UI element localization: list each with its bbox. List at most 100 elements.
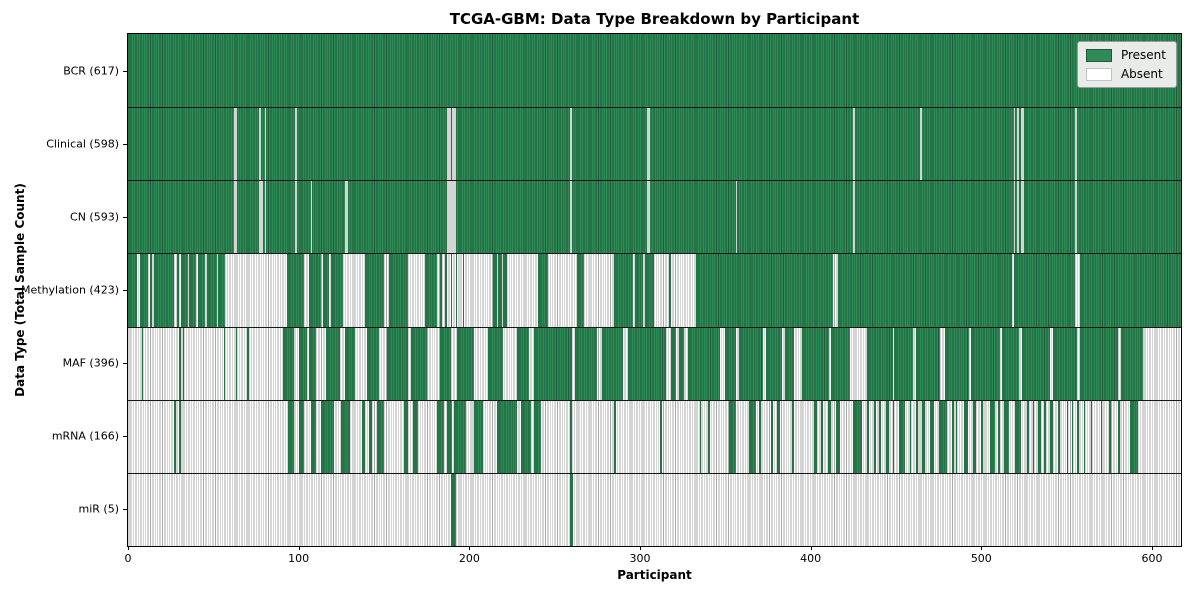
present-segment	[827, 399, 832, 473]
heatmap-row-mRNA	[128, 399, 1181, 473]
present-segment	[645, 253, 654, 327]
present-segment	[283, 326, 294, 400]
present-segment	[447, 399, 453, 473]
absent-segment	[646, 107, 649, 181]
x-tick-mark	[981, 546, 983, 550]
absent-segment	[1075, 180, 1077, 254]
present-segment	[413, 399, 419, 473]
present-segment	[218, 253, 226, 327]
row-separator	[128, 326, 1181, 328]
present-segment	[614, 399, 617, 473]
present-segment	[916, 326, 941, 400]
present-segment	[759, 399, 762, 473]
absent-segment	[1013, 180, 1016, 254]
present-segment	[866, 326, 893, 400]
present-segment	[802, 326, 830, 400]
present-segment	[1080, 253, 1181, 327]
present-segment	[496, 399, 518, 473]
y-tick-label-MAF: MAF (396)	[62, 356, 119, 370]
present-segment	[776, 399, 780, 473]
present-segment	[836, 399, 840, 473]
present-segment	[725, 326, 736, 400]
present-segment	[669, 253, 671, 327]
absent-segment	[264, 180, 267, 254]
present-segment	[404, 399, 408, 473]
present-segment	[930, 399, 934, 473]
present-segment	[424, 253, 437, 327]
present-segment	[952, 399, 954, 473]
present-segment	[1109, 399, 1112, 473]
present-segment	[1080, 326, 1118, 400]
x-tick-label-100: 100	[288, 552, 310, 565]
heatmap-row-miR	[128, 472, 1181, 546]
present-segment	[517, 326, 530, 400]
present-segment	[728, 399, 736, 473]
row-separator	[128, 253, 1181, 255]
present-segment	[387, 326, 408, 400]
legend-item-present: Present	[1085, 48, 1166, 62]
present-segment	[1071, 399, 1074, 473]
present-segment	[989, 399, 995, 473]
row-separator	[128, 107, 1181, 109]
x-tick-label-200: 200	[458, 552, 480, 565]
present-segment	[766, 326, 782, 400]
absent-segment	[448, 107, 451, 181]
present-segment	[981, 399, 984, 473]
present-segment	[298, 326, 308, 400]
present-segment	[1001, 326, 1019, 400]
absent-segment	[295, 107, 297, 181]
present-segment	[503, 253, 507, 327]
absent-segment	[1022, 180, 1024, 254]
present-segment	[971, 326, 1001, 400]
absent-segment	[450, 180, 453, 254]
present-segment	[288, 399, 294, 473]
present-segment	[462, 253, 465, 327]
present-segment	[1090, 399, 1093, 473]
present-segment	[298, 399, 304, 473]
present-segment	[179, 399, 181, 473]
present-segment	[749, 399, 757, 473]
present-segment	[455, 253, 458, 327]
present-segment	[894, 326, 914, 400]
present-segment	[1129, 399, 1139, 473]
absent-segment	[648, 180, 651, 254]
y-tick-label-Methylation: Methylation (423)	[21, 283, 119, 297]
present-segment	[1117, 399, 1120, 473]
present-segment	[493, 253, 497, 327]
x-tick-label-400: 400	[800, 552, 822, 565]
present-segment	[450, 253, 453, 327]
present-segment	[365, 253, 384, 327]
present-segment	[440, 253, 443, 327]
present-segment	[206, 253, 217, 327]
heatmap-row-BCR	[128, 34, 1181, 108]
present-segment	[892, 399, 895, 473]
present-segment	[128, 34, 1181, 108]
present-segment	[916, 399, 919, 473]
x-tick-mark	[469, 546, 471, 550]
present-segment	[325, 326, 340, 400]
present-segment	[440, 326, 451, 400]
present-segment	[628, 326, 666, 400]
absent-segment	[648, 107, 651, 181]
present-segment	[537, 253, 548, 327]
y-tick-label-Clinical: Clinical (598)	[46, 137, 119, 151]
present-segment	[614, 253, 634, 327]
absent-segment	[295, 180, 297, 254]
x-tick-label-0: 0	[124, 552, 132, 565]
present-segment	[785, 326, 794, 400]
absent-segment	[1075, 107, 1077, 181]
present-segment	[570, 399, 572, 473]
present-segment	[938, 399, 948, 473]
present-segment	[377, 399, 384, 473]
present-segment	[197, 253, 205, 327]
absent-segment	[452, 180, 454, 254]
present-segment	[308, 326, 316, 400]
present-segment	[921, 399, 925, 473]
present-segment	[878, 399, 881, 473]
heatmap-row-Clinical	[128, 107, 1181, 181]
present-segment	[411, 326, 427, 400]
present-segment	[575, 326, 598, 400]
absent-segment	[1017, 107, 1019, 181]
x-tick-mark	[810, 546, 812, 550]
y-tick-mark	[123, 70, 127, 72]
